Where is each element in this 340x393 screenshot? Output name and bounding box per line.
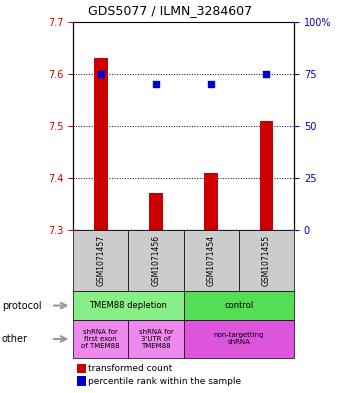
Text: other: other <box>2 334 28 344</box>
Point <box>98 70 103 77</box>
Bar <box>204 173 218 230</box>
Text: transformed count: transformed count <box>88 364 173 373</box>
Text: GDS5077 / ILMN_3284607: GDS5077 / ILMN_3284607 <box>88 4 252 18</box>
Point <box>153 81 159 87</box>
Text: shRNA for
first exon
of TMEM88: shRNA for first exon of TMEM88 <box>81 329 120 349</box>
Text: protocol: protocol <box>2 301 41 310</box>
Text: shRNA for
3'UTR of
TMEM88: shRNA for 3'UTR of TMEM88 <box>139 329 173 349</box>
Point <box>208 81 214 87</box>
Bar <box>259 121 273 230</box>
Text: GSM1071454: GSM1071454 <box>207 235 216 286</box>
Text: TMEM88 depletion: TMEM88 depletion <box>89 301 167 310</box>
Text: percentile rank within the sample: percentile rank within the sample <box>88 377 241 386</box>
Text: GSM1071455: GSM1071455 <box>262 235 271 286</box>
Text: control: control <box>224 301 254 310</box>
Text: GSM1071456: GSM1071456 <box>152 235 160 286</box>
Text: GSM1071457: GSM1071457 <box>96 235 105 286</box>
Text: non-targetting
shRNA: non-targetting shRNA <box>214 332 264 345</box>
Bar <box>94 58 108 230</box>
Point <box>264 70 269 77</box>
Bar <box>149 193 163 230</box>
